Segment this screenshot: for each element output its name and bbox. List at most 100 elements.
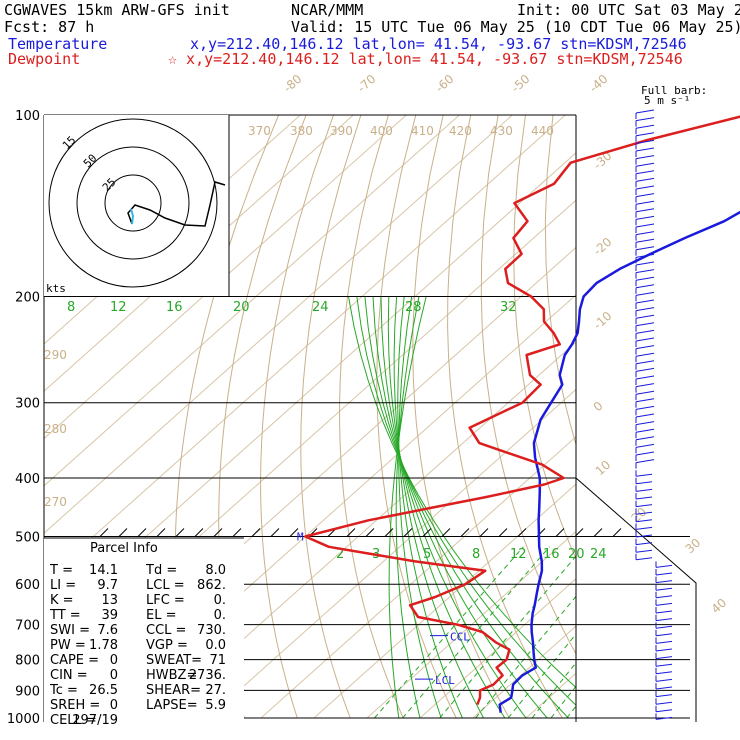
dry-adiabat-line	[260, 115, 334, 719]
wind-barb-flag	[635, 246, 655, 251]
isotherm-label: -20	[591, 235, 615, 259]
wind-barb-flag	[655, 625, 673, 629]
parcel-cell: 9.7	[97, 578, 118, 593]
wind-barb-flag	[635, 383, 655, 388]
parcel-cell: 14.1	[89, 563, 118, 578]
hatch-mark	[194, 528, 204, 537]
mixing-ratio-label: 5	[423, 547, 431, 562]
isotherm-line	[44, 115, 460, 487]
hatch-mark	[384, 528, 394, 537]
wind-barb-flag	[635, 443, 655, 448]
wind-barb-flag	[655, 602, 673, 606]
dewpoint-line	[304, 115, 740, 706]
wind-barb-flag	[635, 360, 655, 365]
wind-barb-flag	[635, 223, 655, 228]
wind-barb-flag	[635, 109, 655, 114]
hodograph-ring	[76, 146, 190, 260]
wind-barb-flag	[635, 147, 655, 152]
wind-barb-flag	[635, 519, 653, 523]
pressure-tick-label: 900	[15, 684, 40, 699]
wind-barb-flag	[635, 504, 653, 508]
parcel-cell: 862.	[197, 578, 226, 593]
mixing-ratio-line	[374, 546, 524, 719]
parcel-cell: 0	[110, 698, 118, 713]
isotherm-line	[44, 115, 354, 392]
wind-barb-flag	[635, 481, 653, 485]
isotherm-label: 10	[593, 458, 614, 479]
wind-barb-flag	[655, 648, 673, 652]
pressure-tick-label: 300	[15, 397, 40, 412]
wind-barb-flag	[635, 390, 655, 395]
parcel-cell: EL =	[146, 608, 176, 623]
parcel-cell: LCL =	[146, 578, 185, 593]
parcel-cell: CAPE =	[50, 653, 99, 668]
parcel-cell: 8.0	[205, 563, 226, 578]
theta-e-label: 24	[312, 300, 329, 315]
wind-barb-flag	[635, 193, 655, 198]
series-group	[304, 115, 740, 713]
wind-barb-flag	[635, 352, 655, 357]
parcel-cell: 71	[209, 653, 226, 668]
parcel-cell: SREH =	[50, 698, 100, 713]
org-label: NCAR/MMM	[291, 1, 363, 19]
model-title: CGWAVES 15km ARW-GFS init	[4, 1, 230, 19]
isotherm-label: -70	[355, 72, 379, 96]
header: CGWAVES 15km ARW-GFS init NCAR/MMM Init:…	[4, 1, 740, 68]
theta-label: 410	[411, 124, 434, 138]
wind-barb-flag	[635, 132, 655, 137]
theta-e-label: 32	[500, 300, 517, 315]
wind-barb-flag	[635, 421, 655, 426]
wind-barb-flag	[635, 162, 655, 167]
theta-label: 430	[490, 124, 513, 138]
dry-adiabat-line	[544, 115, 576, 447]
parcel-cell: 27.	[205, 683, 226, 698]
isotherm-line	[685, 115, 740, 718]
wind-barb-flag	[635, 511, 653, 515]
wind-barb-flag	[655, 587, 673, 591]
parcel-cell: 5.9	[205, 698, 226, 713]
parcel-cell: 13	[101, 593, 118, 608]
isotherm-line	[207, 388, 576, 719]
wind-barb-flag	[655, 610, 673, 614]
wind-barb-flag	[655, 694, 673, 698]
hatch-mark	[479, 528, 489, 537]
wind-barb-flag	[635, 139, 655, 144]
wind-barb-flag	[635, 291, 655, 296]
parcel-cell: CIN =	[50, 668, 88, 683]
pressure-tick-label: 100	[15, 109, 40, 124]
pressure-tick-label: 200	[15, 291, 40, 306]
pressure-tick-label: 400	[15, 472, 40, 487]
hodograph-units: kts	[46, 282, 66, 295]
theta-label: 440	[531, 124, 554, 138]
wind-barb-flag	[635, 284, 655, 289]
dry-adiabat-line	[480, 115, 576, 655]
dewpoint-location: ☆ x,y=212.40,146.12 lat,lon= 41.54, -93.…	[168, 50, 683, 68]
barb-key-line2: 5 m s⁻¹	[644, 94, 690, 107]
wind-barb-flag	[635, 299, 655, 304]
dry-adiabat-line	[690, 115, 740, 718]
mixing-ratio-line	[402, 546, 550, 719]
mixing-ratio-line	[566, 705, 576, 719]
barb-key-line1: Full barb:	[641, 84, 707, 97]
wind-barb-flag	[655, 564, 673, 568]
wind-barb-flag	[635, 269, 655, 274]
isotherm-line	[366, 530, 576, 719]
mixing-ratio-line	[531, 661, 576, 719]
dry-adiabat-line	[513, 115, 576, 561]
isotherm-label: 40	[709, 596, 730, 617]
mixing-ratio-line	[550, 685, 576, 719]
wind-barb-flag	[635, 215, 655, 220]
hatch-mark	[99, 528, 109, 537]
init-time: Init: 00 UTC Sat 03 May 25	[517, 1, 740, 19]
wind-barb-flag	[635, 428, 655, 433]
wind-barb-flag	[655, 595, 673, 599]
parcel-cell: VGP =	[146, 638, 188, 653]
wind-barb-flag	[635, 451, 655, 456]
temperature-location: x,y=212.40,146.12 lat,lon= 41.54, -93.67…	[190, 35, 687, 53]
wind-barb-flag	[635, 345, 655, 350]
theta-label: 380	[290, 124, 313, 138]
parcel-cell: 0	[110, 668, 118, 683]
hatch-mark	[251, 528, 261, 537]
wind-barb-flag	[635, 488, 653, 492]
